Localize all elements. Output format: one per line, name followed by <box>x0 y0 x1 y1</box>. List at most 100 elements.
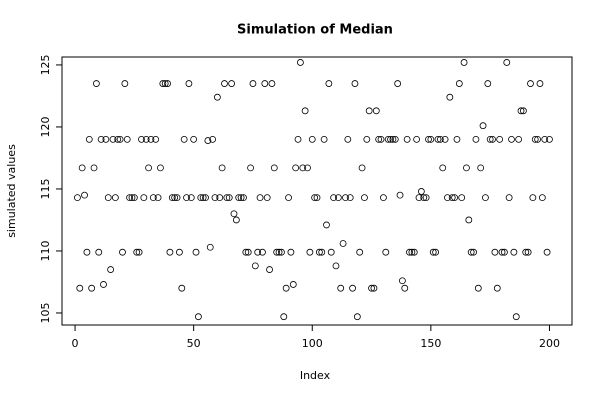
point <box>543 248 551 256</box>
point <box>361 194 368 202</box>
y-tick-label: 105 <box>39 302 52 323</box>
point <box>114 135 122 143</box>
point <box>427 135 435 143</box>
point <box>363 135 371 143</box>
point <box>370 284 378 292</box>
point <box>251 262 259 270</box>
point <box>529 194 537 202</box>
x-tick-label: 200 <box>539 337 560 350</box>
point <box>85 135 93 143</box>
point <box>76 284 84 292</box>
point <box>353 313 361 321</box>
point <box>351 80 359 87</box>
point <box>410 248 418 256</box>
point <box>159 80 167 87</box>
point <box>482 194 489 202</box>
point <box>455 80 463 87</box>
point <box>372 107 380 115</box>
point <box>465 216 473 224</box>
point <box>83 248 91 256</box>
point <box>299 164 307 172</box>
point <box>126 194 134 202</box>
x-tick-label: 50 <box>187 337 201 350</box>
point <box>365 107 373 115</box>
point <box>344 135 352 143</box>
point <box>339 240 347 247</box>
point <box>460 59 468 66</box>
point <box>425 135 432 143</box>
point <box>278 248 285 256</box>
point <box>500 248 508 256</box>
point <box>491 248 499 256</box>
point <box>403 135 411 143</box>
point <box>313 194 321 202</box>
y-tick-label: 110 <box>39 240 52 261</box>
point <box>538 194 546 202</box>
point <box>515 135 523 143</box>
point <box>171 194 179 202</box>
point <box>415 194 423 202</box>
point <box>244 248 252 256</box>
point <box>498 248 506 256</box>
point <box>422 194 430 202</box>
point <box>503 59 511 66</box>
point <box>161 80 169 87</box>
point <box>380 194 387 202</box>
point <box>489 135 496 143</box>
point <box>121 80 129 87</box>
point <box>194 313 202 321</box>
point <box>536 80 544 87</box>
point <box>406 248 413 256</box>
point <box>254 248 262 256</box>
point <box>470 248 477 256</box>
point <box>408 248 416 256</box>
point <box>346 194 354 202</box>
point <box>439 164 447 172</box>
point <box>315 248 323 256</box>
point <box>204 137 212 144</box>
point <box>287 248 295 256</box>
point <box>304 164 311 172</box>
point <box>192 248 200 256</box>
chart-title: Simulation of Median <box>237 23 393 38</box>
point <box>237 194 245 202</box>
point <box>97 135 105 143</box>
point <box>263 194 271 202</box>
y-tick-label: 125 <box>39 54 52 75</box>
point <box>311 194 319 202</box>
point <box>327 248 335 256</box>
point <box>178 284 186 292</box>
point <box>342 194 349 202</box>
point <box>116 135 124 143</box>
point <box>420 194 428 202</box>
point <box>448 194 456 202</box>
point <box>387 135 394 143</box>
point <box>541 135 549 143</box>
point <box>123 135 131 143</box>
point <box>228 80 236 87</box>
point <box>256 194 264 202</box>
point <box>323 221 330 229</box>
point <box>429 248 437 256</box>
point <box>332 262 340 270</box>
point <box>477 164 485 172</box>
point <box>505 194 513 202</box>
point <box>176 248 183 256</box>
point <box>128 194 136 202</box>
point <box>111 194 119 202</box>
point <box>289 281 297 288</box>
point <box>225 194 233 202</box>
point <box>496 135 504 143</box>
point <box>479 122 487 130</box>
point <box>325 80 333 87</box>
point <box>389 135 397 143</box>
point <box>451 194 458 202</box>
point <box>472 135 480 143</box>
point <box>510 248 518 256</box>
point <box>508 135 515 143</box>
point <box>394 80 402 87</box>
point <box>280 313 288 321</box>
point <box>166 248 174 256</box>
point <box>463 164 470 172</box>
